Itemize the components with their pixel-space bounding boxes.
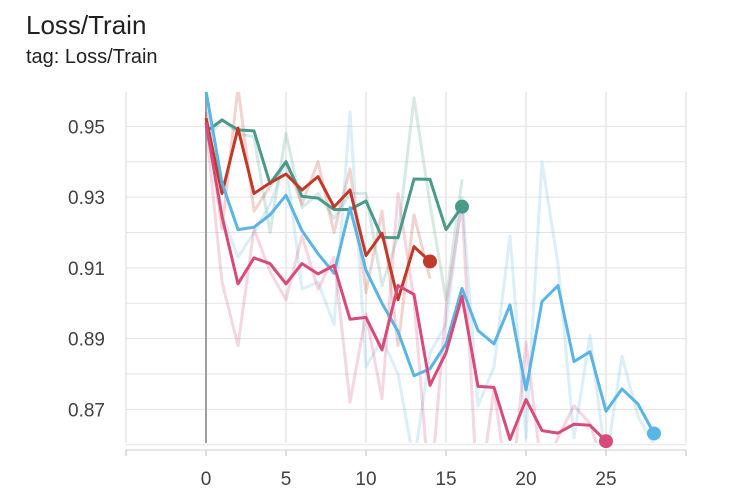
x-axis-tick-labels: 0 5 10 15 20 25 [201, 469, 617, 490]
series-end-markers [423, 199, 661, 449]
y-tick-label: 0.95 [68, 117, 105, 138]
series-4-smoothed-line [204, 122, 608, 443]
series-4-end-marker[interactable] [599, 434, 613, 449]
y-tick-label: 0.89 [68, 330, 105, 351]
x-tick-label: 0 [201, 469, 212, 490]
raw-series-lines [204, 92, 655, 443]
series-2-smoothed-line [204, 117, 432, 302]
x-tick-label: 10 [355, 469, 376, 490]
y-tick-label: 0.87 [68, 400, 105, 421]
series-1-end-marker[interactable] [455, 199, 469, 214]
x-tick-label: 25 [595, 469, 616, 490]
series-1-smoothed-line [205, 118, 464, 240]
series-3-end-marker[interactable] [647, 426, 661, 441]
x-tick-label: 5 [281, 469, 292, 490]
series-4-raw-line [204, 126, 598, 443]
x-axis [125, 449, 687, 456]
y-tick-label: 0.91 [68, 259, 105, 280]
y-axis-tick-labels: 0.87 0.89 0.91 0.93 0.95 [68, 117, 105, 421]
series-2-end-marker[interactable] [423, 254, 437, 269]
series-3-smoothed-line [204, 92, 656, 435]
y-tick-label: 0.93 [68, 188, 105, 209]
x-tick-label: 15 [435, 469, 456, 490]
x-tick-label: 20 [515, 469, 536, 490]
chart-title: Loss/Train [26, 10, 147, 40]
grid-lines [125, 92, 687, 446]
smoothed-series-lines [204, 92, 656, 443]
series-1-raw-line [204, 96, 464, 302]
chart-tag-subtitle: tag: Loss/Train [26, 46, 158, 68]
